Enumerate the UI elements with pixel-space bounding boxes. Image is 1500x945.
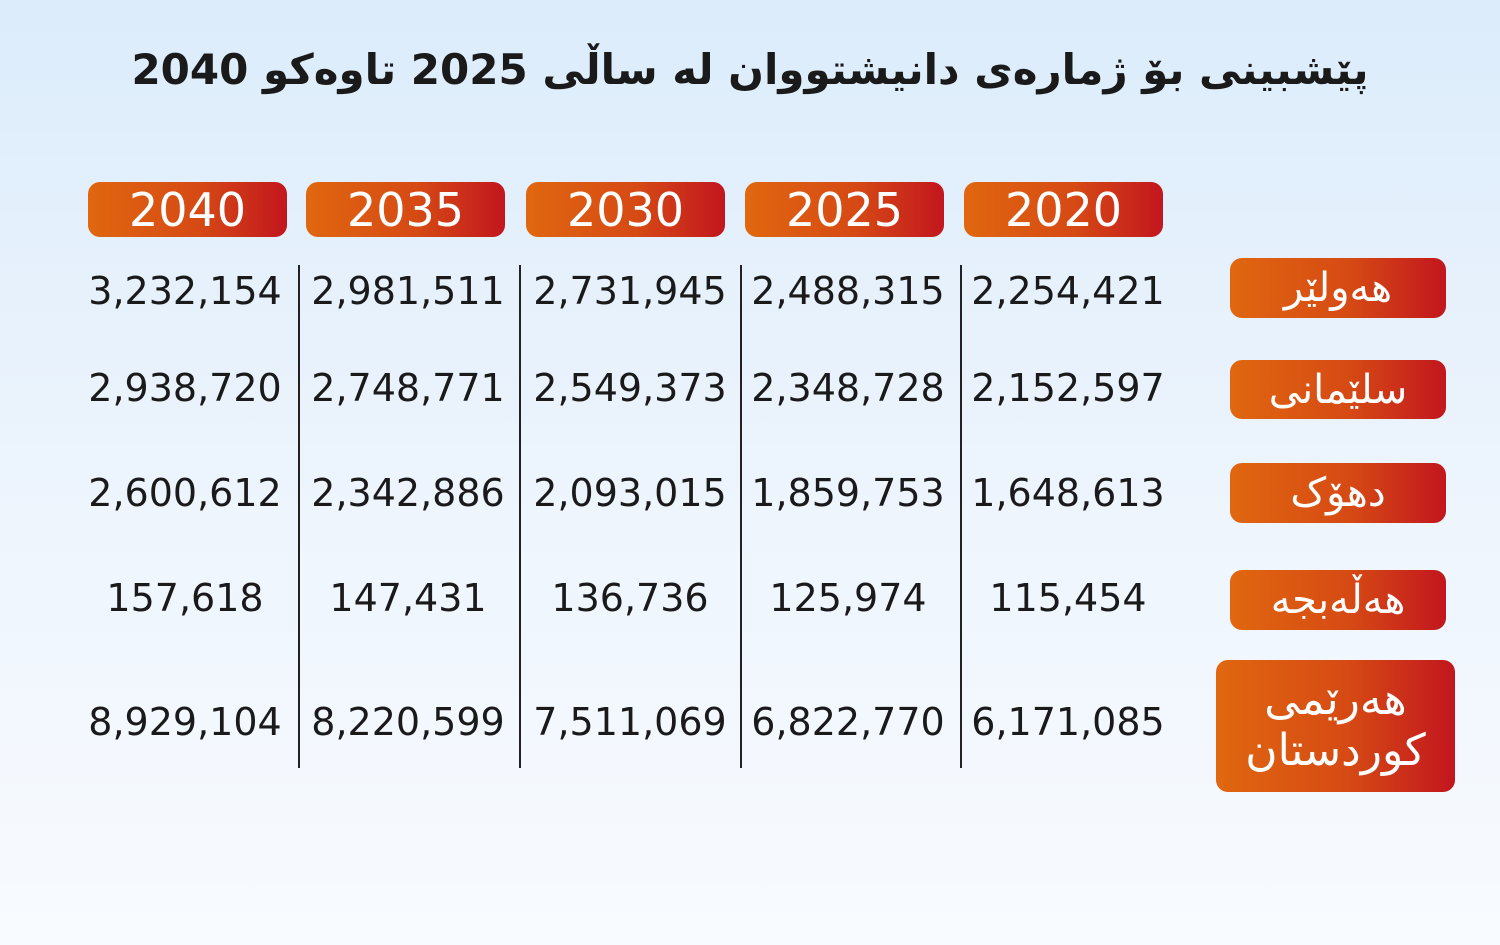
cell-value: 2,254,421 — [971, 269, 1165, 313]
column-separator — [960, 265, 962, 768]
cell-value: 2,731,945 — [533, 269, 727, 313]
cell-value: 157,618 — [106, 576, 264, 620]
cell-value: 2,342,886 — [311, 471, 505, 515]
cell-value: 7,511,069 — [533, 700, 727, 744]
row-label: هەولێر — [1230, 258, 1446, 318]
cell-value: 2,152,597 — [971, 366, 1165, 410]
cell-value: 1,859,753 — [751, 471, 945, 515]
row-label: هەرێمی کوردستان — [1216, 660, 1455, 792]
cell-value: 125,974 — [769, 576, 927, 620]
cell-value: 3,232,154 — [88, 269, 282, 313]
column-header: 2025 — [745, 182, 944, 237]
cell-value: 2,093,015 — [533, 471, 727, 515]
cell-value: 1,648,613 — [971, 471, 1165, 515]
cell-value: 2,348,728 — [751, 366, 945, 410]
column-separator — [519, 265, 521, 768]
column-header: 2035 — [306, 182, 505, 237]
cell-value: 147,431 — [329, 576, 487, 620]
cell-value: 6,171,085 — [971, 700, 1165, 744]
title: پێشبینی بۆ ژمارەی دانیشتووان لە ساڵی 202… — [131, 45, 1369, 94]
cell-value: 2,748,771 — [311, 366, 505, 410]
cell-value: 8,929,104 — [88, 700, 282, 744]
column-separator — [740, 265, 742, 768]
row-label: دهۆک — [1230, 463, 1446, 523]
column-separator — [298, 265, 300, 768]
cell-value: 6,822,770 — [751, 700, 945, 744]
cell-value: 136,736 — [551, 576, 709, 620]
column-header: 2030 — [526, 182, 725, 237]
cell-value: 2,549,373 — [533, 366, 727, 410]
row-label: هەڵەبجە — [1230, 570, 1446, 630]
row-label: سلێمانی — [1230, 360, 1446, 419]
column-header: 2020 — [964, 182, 1163, 237]
cell-value: 8,220,599 — [311, 700, 505, 744]
column-header: 2040 — [88, 182, 287, 237]
cell-value: 2,488,315 — [751, 269, 945, 313]
cell-value: 2,600,612 — [88, 471, 282, 515]
cell-value: 115,454 — [989, 576, 1147, 620]
cell-value: 2,938,720 — [88, 366, 282, 410]
cell-value: 2,981,511 — [311, 269, 505, 313]
